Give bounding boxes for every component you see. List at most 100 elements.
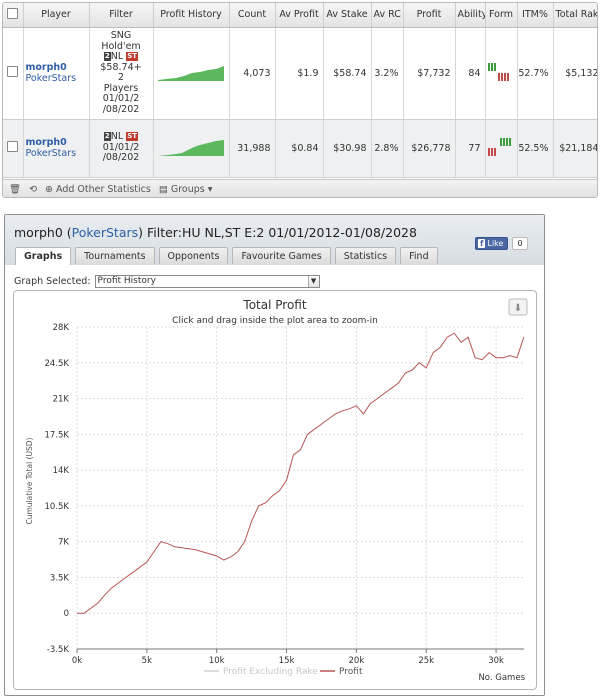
facebook-like: f Like 0 bbox=[475, 237, 528, 250]
tab-favourite-games[interactable]: Favourite Games bbox=[232, 247, 331, 264]
filter-text: Hold'em bbox=[101, 40, 141, 52]
legend-item-profit-excluding-rake[interactable]: Profit Excluding Rake bbox=[223, 667, 318, 677]
graph-selected-label: Graph Selected: bbox=[14, 276, 91, 287]
sparkline-area bbox=[158, 65, 224, 81]
panel-title-filter: ) Filter:HU NL,ST E:2 01/01/2012-01/08/2… bbox=[138, 225, 417, 240]
download-icon: ⬇ bbox=[514, 303, 522, 314]
row-checkbox-cell[interactable] bbox=[3, 27, 24, 120]
y-tick-label: 0 bbox=[64, 609, 69, 619]
profit-chart-container[interactable]: Total Profit Click and drag inside the p… bbox=[13, 290, 537, 690]
tab-statistics[interactable]: Statistics bbox=[334, 247, 397, 264]
add-other-statistics-button[interactable]: ⊕ Add Other Statistics bbox=[45, 184, 151, 195]
total-rake-text: $21,184 bbox=[559, 142, 598, 154]
av-stake-value: $30.98 bbox=[323, 119, 372, 178]
row-checkbox[interactable] bbox=[7, 66, 19, 77]
col-header-av-rc[interactable]: Av RC bbox=[371, 3, 404, 28]
select-all-header[interactable] bbox=[3, 3, 24, 28]
y-tick-label: 21K bbox=[53, 395, 70, 405]
graph-select-value: Profit History bbox=[97, 276, 156, 286]
sparkline-area bbox=[158, 139, 224, 156]
filter-text: NL bbox=[110, 51, 124, 62]
total-rake-text: $5,132 bbox=[565, 67, 598, 79]
panel-title-player: morph0 ( bbox=[14, 225, 72, 240]
export-button[interactable]: ⬇ bbox=[508, 298, 528, 316]
table-row[interactable]: morph0 PokerStars 2NL ST 01/01/2 /08/202… bbox=[3, 119, 598, 178]
profit-history-sparkline[interactable] bbox=[153, 27, 230, 120]
filter-cell: SNG Hold'em 2NL ST $58.74+ 2 Players 01/… bbox=[89, 27, 154, 120]
y-axis-ticks: -3.5K 0 3.5K 7K 10.5K 14K 17.5K 21K 24.5K 28K bbox=[45, 323, 70, 655]
chart-legend: Profit Excluding Rake Profit bbox=[204, 667, 363, 677]
tab-tournaments[interactable]: Tournaments bbox=[75, 247, 155, 264]
col-header-av-stake[interactable]: Av Stake bbox=[323, 3, 372, 28]
stats-table: Player Filter Profit History Count Av Pr… bbox=[3, 3, 598, 178]
ability-value: 84 bbox=[455, 27, 486, 120]
filter-badge-players: 2 bbox=[103, 132, 111, 142]
itm-value: 52.7% bbox=[517, 27, 554, 120]
y-tick-label: 17.5K bbox=[45, 430, 70, 440]
table-footer-toolbar: 🗑 ⟲ ⊕ Add Other Statistics ▤ Groups ▾ bbox=[3, 179, 597, 197]
count-value: 31,988 bbox=[229, 119, 276, 178]
table-row[interactable]: morph0 PokerStars SNG Hold'em 2NL ST $58… bbox=[3, 27, 598, 120]
tab-opponents[interactable]: Opponents bbox=[158, 247, 229, 264]
groups-icon: ▤ bbox=[158, 184, 168, 195]
groups-label: Groups bbox=[170, 184, 205, 195]
ability-value: 77 bbox=[455, 119, 486, 178]
filter-badge-players: 2 bbox=[103, 52, 111, 61]
facebook-like-button[interactable]: f Like bbox=[475, 237, 509, 250]
sparkline-chart bbox=[158, 139, 224, 156]
series-line-profit bbox=[77, 332, 525, 614]
col-header-player[interactable]: Player bbox=[23, 3, 90, 28]
col-header-av-profit[interactable]: Av Profit bbox=[275, 3, 324, 28]
profit-chart[interactable]: Total Profit Click and drag inside the p… bbox=[14, 291, 536, 689]
player-site-link[interactable]: PokerStars bbox=[25, 73, 77, 84]
like-count: 0 bbox=[512, 237, 528, 250]
sparkline-chart bbox=[158, 65, 224, 81]
av-rc-value: 3.2% bbox=[371, 27, 404, 120]
av-stake-value: $58.74 bbox=[323, 27, 372, 120]
col-header-count[interactable]: Count bbox=[229, 3, 276, 28]
filter-badge-speed: ST bbox=[126, 132, 139, 142]
av-profit-value: $0.84 bbox=[275, 119, 324, 178]
form-indicator bbox=[485, 119, 518, 178]
y-tick-label: 10.5K bbox=[45, 502, 70, 512]
profit-history-sparkline[interactable] bbox=[153, 119, 230, 178]
player-name-link[interactable]: morph0 bbox=[25, 137, 67, 148]
col-header-profit[interactable]: Profit bbox=[403, 3, 456, 28]
filter-badge-speed: ST bbox=[126, 52, 139, 61]
graph-select-row: Graph Selected: Profit History ▼ bbox=[14, 275, 320, 288]
chevron-down-icon: ▾ bbox=[207, 184, 213, 195]
like-label: Like bbox=[487, 239, 504, 248]
row-checkbox[interactable] bbox=[7, 141, 19, 152]
col-header-form[interactable]: Form bbox=[485, 3, 518, 28]
filter-cell: 2NL ST 01/01/2 /08/202 bbox=[89, 119, 154, 178]
y-tick-label: 14K bbox=[53, 466, 70, 476]
filter-text: 01/01/2 bbox=[102, 141, 140, 153]
trash-icon[interactable]: 🗑 bbox=[9, 184, 22, 195]
select-all-checkbox[interactable] bbox=[7, 7, 19, 19]
row-checkbox-cell[interactable] bbox=[3, 119, 24, 178]
col-header-ability[interactable]: Ability bbox=[455, 3, 486, 28]
col-header-profit-history[interactable]: Profit History bbox=[153, 3, 230, 28]
itm-value: 52.5% bbox=[517, 119, 554, 178]
filter-text: Players bbox=[103, 82, 139, 94]
total-rake-value: $21,184> bbox=[553, 119, 598, 178]
player-site-link[interactable]: PokerStars bbox=[25, 148, 77, 159]
count-value: 4,073 bbox=[229, 27, 276, 120]
form-indicator bbox=[485, 27, 518, 120]
refresh-icon[interactable]: ⟲ bbox=[29, 184, 38, 195]
filter-text: /08/202 bbox=[102, 152, 140, 164]
col-header-total-rake[interactable]: Total Rake bbox=[553, 3, 597, 28]
player-name-link[interactable]: morph0 bbox=[25, 62, 67, 73]
tab-find[interactable]: Find bbox=[400, 247, 438, 264]
col-header-itm[interactable]: ITM% bbox=[517, 3, 554, 28]
tab-graphs[interactable]: Graphs bbox=[15, 247, 72, 265]
panel-title-site-link[interactable]: PokerStars bbox=[71, 225, 139, 240]
legend-item-profit[interactable]: Profit bbox=[339, 667, 363, 677]
profit-value: $7,732 bbox=[403, 27, 456, 120]
add-stats-icon: ⊕ bbox=[45, 184, 53, 195]
groups-dropdown[interactable]: ▤ Groups ▾ bbox=[159, 184, 213, 195]
player-graph-panel: morph0 (PokerStars) Filter:HU NL,ST E:2 … bbox=[4, 214, 545, 696]
graph-select-dropdown[interactable]: Profit History ▼ bbox=[94, 275, 320, 288]
panel-header: morph0 (PokerStars) Filter:HU NL,ST E:2 … bbox=[5, 215, 544, 265]
col-header-filter[interactable]: Filter bbox=[89, 3, 154, 28]
